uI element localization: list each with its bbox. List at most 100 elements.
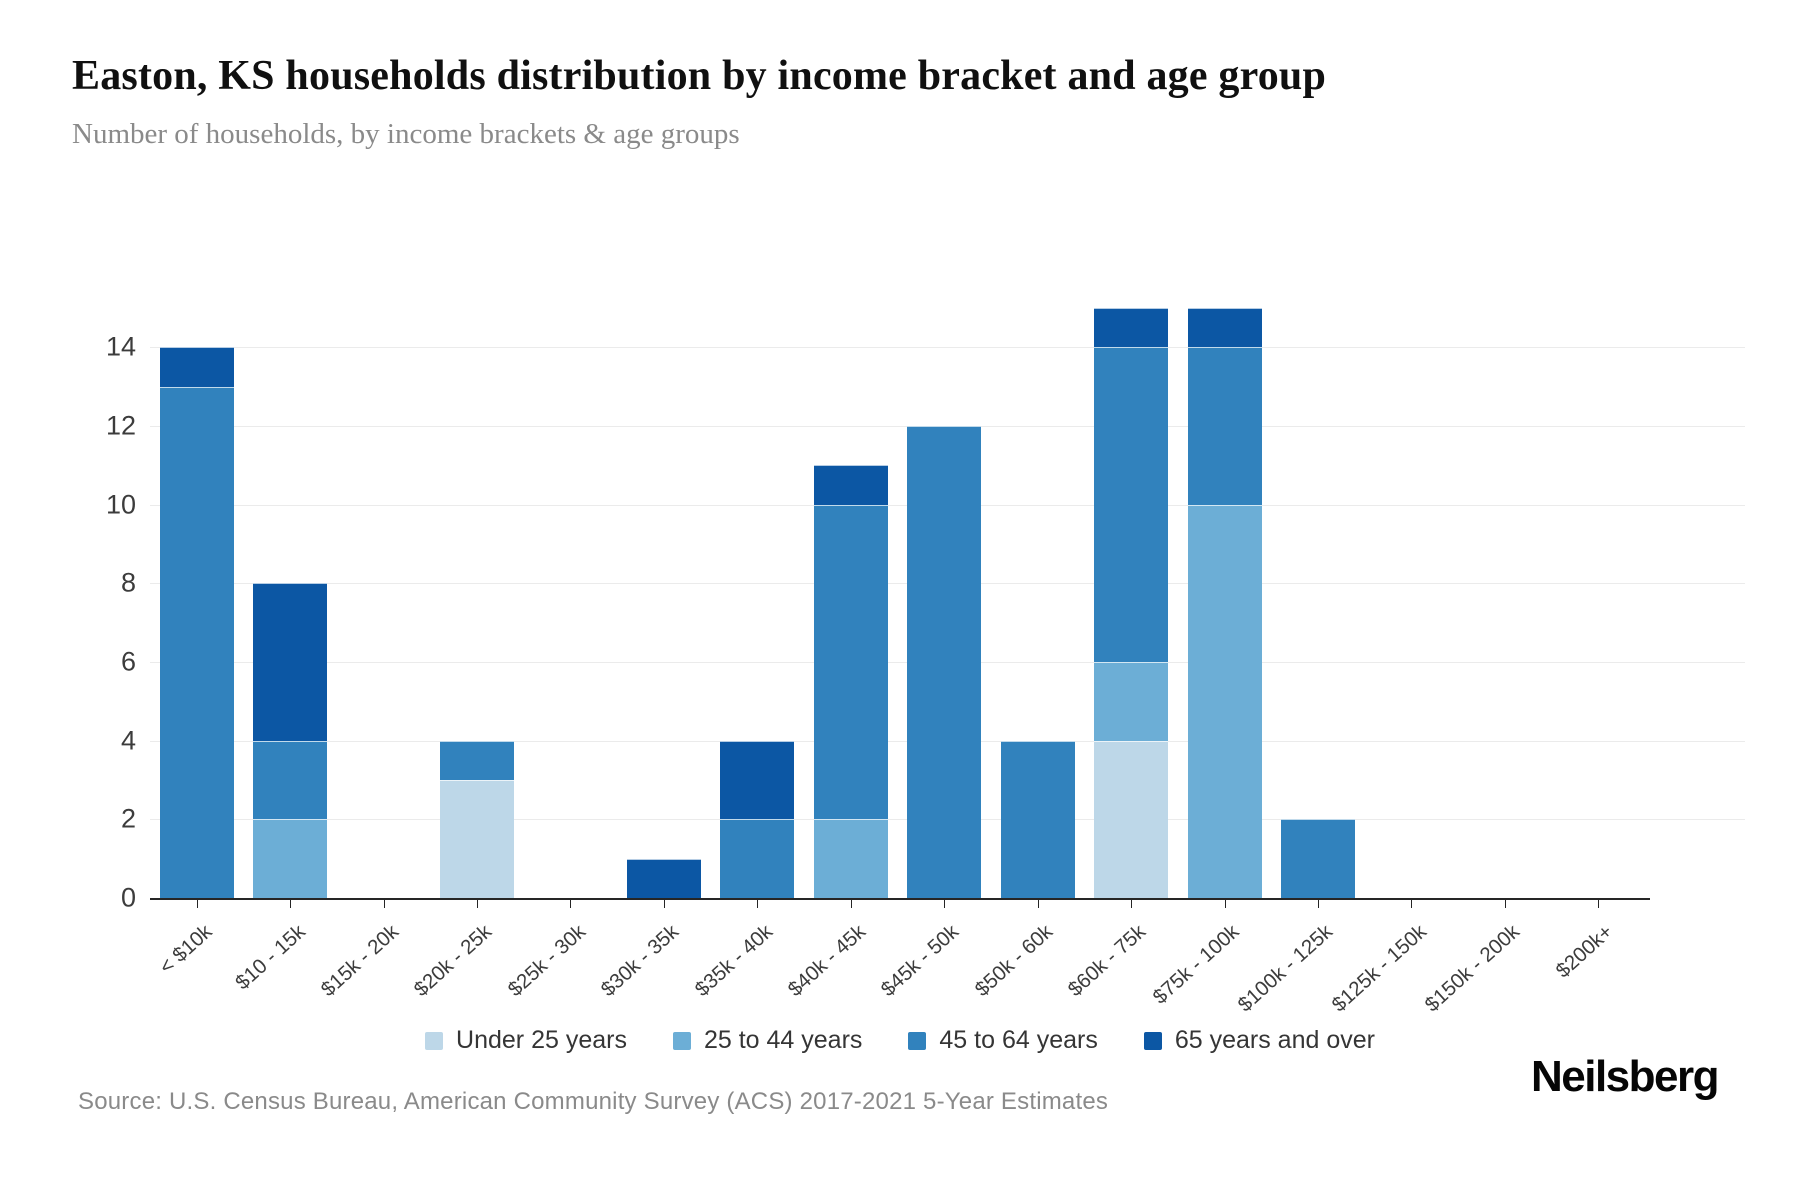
x-tick [1411,900,1413,908]
x-tick [290,900,292,908]
x-tick [663,900,665,908]
x-tick [383,900,385,908]
bar-segment [1187,347,1262,505]
bar-slot [617,308,710,898]
bar-slot [430,308,523,898]
bar-group [813,465,888,898]
x-tick [1317,900,1319,908]
legend: Under 25 years 25 to 44 years 45 to 64 yea… [0,1026,1800,1055]
bar-segment [1094,347,1169,663]
x-axis-line [150,898,1650,900]
legend-item-65-years-and-over[interactable]: 65 years and over [1143,1026,1375,1055]
bar-segment [720,819,795,898]
bar-segment [253,740,328,820]
legend-swatch [1143,1031,1162,1050]
bar-slot [243,308,336,898]
x-axis-label: $50k - 60k [970,920,1058,1002]
y-axis-label-0: 0 [120,882,136,913]
chart-subtitle: Number of households, by income brackets… [72,118,740,150]
x-axis-label: $60k - 75k [1063,920,1151,1002]
source-text: Source: U.S. Census Bureau, American Com… [78,1088,1109,1115]
x-axis-label: $100k - 125k [1233,920,1338,1017]
x-tick [1131,900,1133,908]
x-axis-label: $35k - 40k [690,920,777,1002]
x-tick [1598,900,1600,908]
x-tick [477,900,479,908]
legend-swatch [672,1031,691,1050]
x-tick [1037,900,1039,908]
x-axis-ticks [150,900,1645,909]
y-axis-label-14: 14 [105,331,136,362]
x-axis-label: $15k - 20k [316,920,403,1002]
bar-segment [440,780,515,898]
bar-slot [1552,308,1645,898]
bar-group [1094,308,1169,898]
y-axis-label-8: 8 [120,567,136,598]
bar-slot [1178,308,1271,898]
legend-label: 25 to 44 years [703,1026,863,1054]
x-axis-label: $30k - 35k [596,920,684,1002]
x-axis-labels: < $10k $10 - 15k $15k - 20k $20k - 25k $25k … [150,914,1645,1024]
x-tick [757,900,759,908]
legend-swatch [425,1031,444,1050]
bar-slot [524,308,617,898]
bar-group [720,740,795,898]
bar-slot [711,308,804,898]
legend-item-under-25-years[interactable]: Under 25 years [425,1026,627,1055]
x-tick [944,900,946,908]
bar-slot [1365,308,1458,898]
bar-group [626,858,701,898]
x-tick [850,900,852,908]
bar-segment [1000,740,1075,898]
legend-label: 65 years and over [1174,1026,1375,1054]
y-axis-label-2: 2 [120,803,136,834]
bar-segment [1280,819,1355,898]
bar-group [1280,819,1355,898]
bar-segment [1094,308,1169,348]
bar-series-container [150,308,1645,898]
brand-logo: Neilsberg [1530,1052,1720,1101]
bar-segment [253,819,328,898]
bar-slot [150,308,243,898]
bar-slot [898,308,991,898]
bar-segment [626,858,701,898]
legend-item-45-to-64-years[interactable]: 45 to 64 years [908,1026,1098,1055]
bar-segment [1187,308,1262,348]
x-tick [1224,900,1226,908]
bar-segment [1094,662,1169,741]
x-axis-label: $25k - 30k [503,920,590,1002]
bar-slot [804,308,897,898]
bar-segment [1094,740,1169,898]
bar-segment [159,347,234,387]
y-axis-label-4: 4 [120,725,136,756]
bar-slot [991,308,1084,898]
legend-label: 45 to 64 years [939,1026,1098,1054]
x-axis-label: $75k - 100k [1148,920,1244,1009]
x-axis-label: $200k+ [1551,920,1618,983]
bar-segment [1187,504,1262,898]
x-tick [570,900,572,908]
legend-label: Under 25 years [456,1026,627,1054]
chart-plot [150,308,1645,898]
bar-group [253,583,328,898]
bar-segment [253,583,328,741]
x-axis-label: $45k - 50k [877,920,964,1002]
bar-segment [813,504,888,820]
x-tick [196,900,198,908]
bar-group [159,347,234,898]
bar-segment [813,819,888,898]
bar-segment [907,426,982,898]
x-axis-label: < $10k [154,920,217,979]
x-axis-label: $40k - 45k [783,920,871,1002]
bar-segment [720,740,795,820]
chart-title: Easton, KS households distribution by in… [72,53,1327,99]
bar-slot [1271,308,1364,898]
y-axis-label-6: 6 [120,646,136,677]
legend-item-25-to-44-years[interactable]: 25 to 44 years [672,1026,863,1055]
bar-segment [440,740,515,780]
y-axis-label-10: 10 [105,489,136,520]
x-axis-label: $10 - 15k [230,920,310,995]
x-tick [1504,900,1506,908]
bar-slot [1458,308,1551,898]
